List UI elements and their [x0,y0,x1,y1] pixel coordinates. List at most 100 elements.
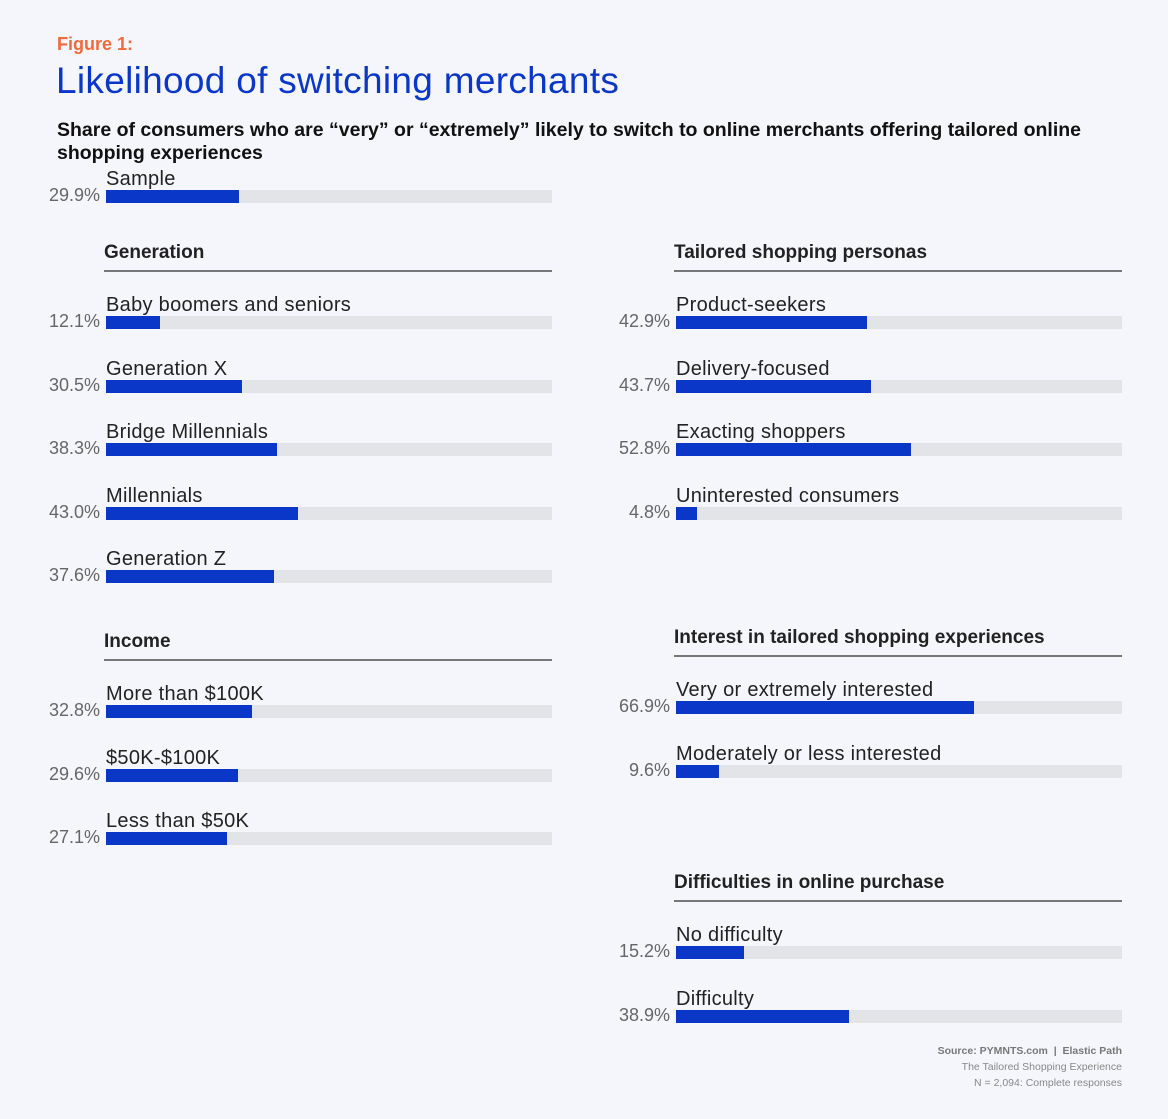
bar [106,705,253,718]
bar-row: Less than $50K 27.1% [49,810,552,874]
bar-label: Sample [106,168,176,190]
bar-label: No difficulty [676,924,783,946]
report-name: The Tailored Shopping Experience [961,1061,1122,1073]
group-title: Interest in tailored shopping experience… [674,627,1122,657]
bar [676,316,868,329]
bar-track [106,190,552,203]
data-label: 12.1% [48,311,100,331]
bar [676,379,871,393]
bar-track [676,764,1122,778]
data-label: 43.0% [48,501,100,522]
bar-track [676,506,1122,520]
bar [676,506,698,520]
bar [106,768,239,782]
bar [106,832,227,845]
bar-row: $50K-$100K 29.6% [49,746,552,811]
bar-row: Delivery-focused 43.7% [619,357,1122,422]
bar-track [106,379,552,393]
bar-group: Interest in tailored shopping experience… [619,627,1122,807]
bar-row: No difficulty 15.2% [619,924,1122,988]
bar-track [106,768,552,782]
bar-track [106,705,552,718]
bar-track [676,701,1122,714]
bar-row: Moderately or less interested 9.6% [629,742,1122,807]
source-note: Source: PYMNTS.com | Elastic Path The Ta… [938,1043,1122,1091]
sample-size: N = 2,094: Complete responses [974,1077,1122,1089]
bar [676,1009,850,1023]
bar-group: Difficulties in online purchase No diffic… [619,872,1122,1052]
bar-track [106,443,552,456]
bar-row: Baby boomers and seniors 12.1% [49,294,552,358]
bar-row: Sample 29.9% [49,168,552,232]
bar [676,701,975,714]
data-label: 42.9% [618,311,670,331]
bar-track [106,316,552,329]
data-label: 27.1% [48,827,100,847]
bar [106,570,274,583]
bar [106,190,240,203]
bar [106,506,298,520]
bar-row: Millennials 43.0% [49,484,552,549]
data-label: 37.6% [48,565,100,585]
data-label: 9.6% [628,759,670,780]
data-label: 38.3% [48,438,100,458]
bar [676,946,744,959]
bar [106,443,277,456]
group-title: Difficulties in online purchase [674,872,1122,902]
bar-label: More than $100K [106,683,264,705]
bar-label: Delivery-focused [676,357,830,380]
bar-label: Millennials [106,484,203,507]
bar-track [676,443,1122,456]
bar-row: Bridge Millennials 38.3% [49,421,552,485]
bar-group: Tailored shopping personas Product-seeker… [619,242,1122,549]
group-title: Tailored shopping personas [674,242,1122,272]
bar [676,764,719,778]
data-label: 15.2% [618,941,670,961]
bar-label: Very or extremely interested [676,679,934,701]
bar-track [106,832,552,845]
bar-label: Moderately or less interested [676,742,942,765]
bar-row: Very or extremely interested 66.9% [619,679,1122,743]
bar-label: $50K-$100K [106,746,221,769]
bar-label: Bridge Millennials [106,421,269,443]
bar-group: Generation Baby boomers and seniors 12.1%… [49,242,552,612]
figure-label: Figure 1: [57,34,134,54]
bar-row: Generation X 30.5% [49,357,552,422]
bar-row: Exacting shoppers 52.8% [619,421,1122,485]
bar-track [676,1009,1122,1023]
bar-label: Uninterested consumers [676,484,900,507]
bar-label: Difficulty [676,987,755,1010]
chart-subtitle: Share of consumers who are “very” or “ex… [57,119,1082,164]
bar-group: Income More than $100K 32.8% $50K-$100K 2… [49,631,552,874]
data-label: 38.9% [618,1004,670,1025]
data-label: 32.8% [48,700,100,720]
bar-label: Generation X [106,357,228,380]
group-title: Generation [104,242,552,272]
bar-label: Generation Z [106,548,227,570]
bar-label: Less than $50K [106,810,250,832]
chart-title: Likelihood of switching merchants [56,60,620,101]
bar [106,379,243,393]
bar-track [676,379,1122,393]
bar-row: Product-seekers 42.9% [619,294,1122,358]
bar-track [676,946,1122,959]
bar-group: Sample 29.9% [49,168,552,232]
bar-row: Difficulty 38.9% [619,987,1122,1052]
source-line: Source: PYMNTS.com | Elastic Path [937,1045,1122,1057]
data-label: 29.9% [48,185,100,205]
bar-label: Baby boomers and seniors [106,294,352,316]
bar-row: Uninterested consumers 4.8% [629,484,1122,549]
bar-track [676,316,1122,329]
data-label: 29.6% [48,763,100,784]
data-label: 52.8% [618,438,670,458]
group-title: Income [104,631,552,661]
bar [676,443,912,456]
data-label: 43.7% [618,374,670,395]
bar-track [106,570,552,583]
bar-row: Generation Z 37.6% [49,548,552,612]
bar [106,316,160,329]
bar-row: More than $100K 32.8% [49,683,552,747]
bar-label: Product-seekers [676,294,827,316]
bar-track [106,506,552,520]
